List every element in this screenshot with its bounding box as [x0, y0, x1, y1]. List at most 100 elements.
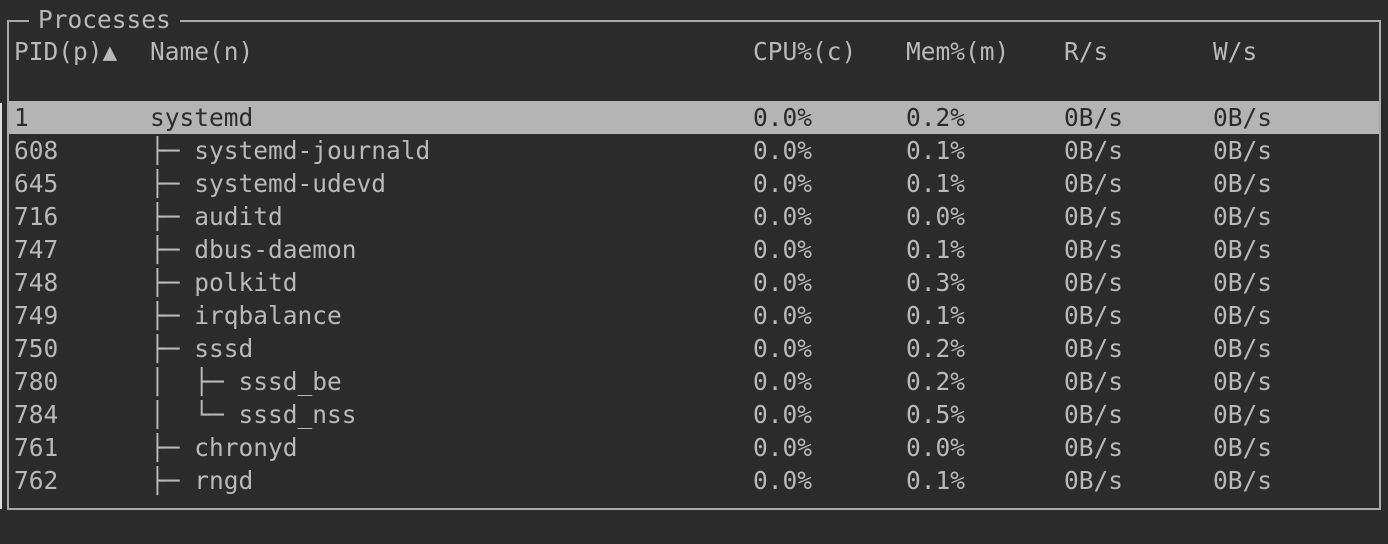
- column-header-read[interactable]: R/s: [1064, 37, 1109, 66]
- spacer-row: [9, 68, 1379, 101]
- cpu-cell: 0.0%: [753, 334, 813, 363]
- read-cell: 0B/s: [1064, 169, 1124, 198]
- read-cell: 0B/s: [1064, 367, 1124, 396]
- process-row[interactable]: 748 ├─ polkitd 0.0% 0.3% 0B/s 0B/s: [9, 266, 1379, 299]
- read-cell: 0B/s: [1064, 334, 1124, 363]
- name-cell: │ ├─ sssd_be: [150, 365, 753, 398]
- process-row[interactable]: 784 │ └─ sssd_nss 0.0% 0.5% 0B/s 0B/s: [9, 398, 1379, 431]
- name-cell: ├─ polkitd: [150, 266, 753, 299]
- write-cell: 0B/s: [1213, 268, 1273, 297]
- read-cell: 0B/s: [1064, 400, 1124, 429]
- mem-cell: 0.1%: [906, 169, 966, 198]
- name-cell: ├─ chronyd: [150, 431, 753, 464]
- tree-branch-icon: ├─: [150, 301, 195, 330]
- column-header-cpu[interactable]: CPU%(c): [753, 37, 857, 66]
- process-name: irqbalance: [194, 301, 342, 330]
- pid-cell: 749: [14, 301, 59, 330]
- name-cell: systemd: [150, 101, 753, 134]
- pid-cell: 608: [14, 136, 59, 165]
- read-cell: 0B/s: [1064, 136, 1124, 165]
- column-header-name[interactable]: Name(n): [150, 37, 254, 66]
- column-header-pid[interactable]: PID(p)▲: [14, 35, 150, 68]
- read-cell: 0B/s: [1064, 301, 1124, 330]
- process-rows[interactable]: 1 systemd 0.0% 0.2% 0B/s 0B/s 608 ├─ sys…: [9, 101, 1379, 497]
- process-name: auditd: [194, 202, 283, 231]
- tree-branch-icon: │ └─: [150, 400, 239, 429]
- read-cell: 0B/s: [1064, 235, 1124, 264]
- column-header-write[interactable]: W/s: [1213, 37, 1258, 66]
- mem-cell: 0.1%: [906, 136, 966, 165]
- processes-panel: Processes PID(p)▲ Name(n) CPU%(c) Mem%(m…: [7, 5, 1381, 510]
- mem-cell: 0.5%: [906, 400, 966, 429]
- process-name: sssd: [194, 334, 254, 363]
- mem-cell: 0.1%: [906, 301, 966, 330]
- process-name: systemd: [150, 103, 254, 132]
- process-row[interactable]: 749 ├─ irqbalance 0.0% 0.1% 0B/s 0B/s: [9, 299, 1379, 332]
- mem-cell: 0.1%: [906, 466, 966, 495]
- pid-cell: 761: [14, 433, 59, 462]
- cpu-cell: 0.0%: [753, 136, 813, 165]
- cpu-cell: 0.0%: [753, 103, 813, 132]
- process-name: rngd: [194, 466, 254, 495]
- mem-cell: 0.2%: [906, 367, 966, 396]
- process-row[interactable]: 1 systemd 0.0% 0.2% 0B/s 0B/s: [9, 101, 1379, 134]
- write-cell: 0B/s: [1213, 367, 1273, 396]
- process-row[interactable]: 645 ├─ systemd-udevd 0.0% 0.1% 0B/s 0B/s: [9, 167, 1379, 200]
- tree-branch-icon: ├─: [150, 169, 195, 198]
- process-name: chronyd: [194, 433, 298, 462]
- tree-branch-icon: │ ├─: [150, 367, 239, 396]
- pid-cell: 762: [14, 466, 59, 495]
- cpu-cell: 0.0%: [753, 235, 813, 264]
- cpu-cell: 0.0%: [753, 367, 813, 396]
- write-cell: 0B/s: [1213, 466, 1273, 495]
- write-cell: 0B/s: [1213, 202, 1273, 231]
- tree-branch-icon: ├─: [150, 268, 195, 297]
- name-cell: ├─ sssd: [150, 332, 753, 365]
- write-cell: 0B/s: [1213, 169, 1273, 198]
- mem-cell: 0.2%: [906, 103, 966, 132]
- process-row[interactable]: 608 ├─ systemd-journald 0.0% 0.1% 0B/s 0…: [9, 134, 1379, 167]
- name-cell: ├─ rngd: [150, 464, 753, 497]
- process-name: dbus-daemon: [194, 235, 357, 264]
- pid-cell: 780: [14, 367, 59, 396]
- pid-cell: 784: [14, 400, 59, 429]
- tree-branch-icon: ├─: [150, 433, 195, 462]
- process-row[interactable]: 750 ├─ sssd 0.0% 0.2% 0B/s 0B/s: [9, 332, 1379, 365]
- mem-cell: 0.1%: [906, 235, 966, 264]
- cpu-cell: 0.0%: [753, 466, 813, 495]
- mem-cell: 0.2%: [906, 334, 966, 363]
- pid-cell: 748: [14, 268, 59, 297]
- read-cell: 0B/s: [1064, 103, 1124, 132]
- name-cell: ├─ irqbalance: [150, 299, 753, 332]
- name-cell: ├─ auditd: [150, 200, 753, 233]
- process-row[interactable]: 780 │ ├─ sssd_be 0.0% 0.2% 0B/s 0B/s: [9, 365, 1379, 398]
- column-header-pid-label: PID(p): [14, 37, 103, 66]
- pid-cell: 747: [14, 235, 59, 264]
- process-row[interactable]: 747 ├─ dbus-daemon 0.0% 0.1% 0B/s 0B/s: [9, 233, 1379, 266]
- sort-ascending-icon: ▲: [102, 37, 118, 66]
- process-name: sssd_nss: [238, 400, 357, 429]
- cpu-cell: 0.0%: [753, 202, 813, 231]
- write-cell: 0B/s: [1213, 433, 1273, 462]
- screen-edge-highlight: [0, 103, 2, 509]
- name-cell: ├─ systemd-udevd: [150, 167, 753, 200]
- cpu-cell: 0.0%: [753, 301, 813, 330]
- column-header-mem[interactable]: Mem%(m): [906, 37, 1010, 66]
- write-cell: 0B/s: [1213, 301, 1273, 330]
- name-cell: │ └─ sssd_nss: [150, 398, 753, 431]
- tree-branch-icon: ├─: [150, 334, 195, 363]
- panel-title: Processes: [29, 5, 180, 35]
- tree-branch-icon: ├─: [150, 136, 195, 165]
- process-row[interactable]: 761 ├─ chronyd 0.0% 0.0% 0B/s 0B/s: [9, 431, 1379, 464]
- write-cell: 0B/s: [1213, 400, 1273, 429]
- write-cell: 0B/s: [1213, 136, 1273, 165]
- process-row[interactable]: 762 ├─ rngd 0.0% 0.1% 0B/s 0B/s: [9, 464, 1379, 497]
- read-cell: 0B/s: [1064, 466, 1124, 495]
- table-header-row: PID(p)▲ Name(n) CPU%(c) Mem%(m) R/s W/s: [9, 35, 1379, 68]
- read-cell: 0B/s: [1064, 433, 1124, 462]
- process-name: systemd-udevd: [194, 169, 387, 198]
- pid-cell: 1: [14, 103, 29, 132]
- process-row[interactable]: 716 ├─ auditd 0.0% 0.0% 0B/s 0B/s: [9, 200, 1379, 233]
- mem-cell: 0.0%: [906, 202, 966, 231]
- process-name: systemd-journald: [194, 136, 431, 165]
